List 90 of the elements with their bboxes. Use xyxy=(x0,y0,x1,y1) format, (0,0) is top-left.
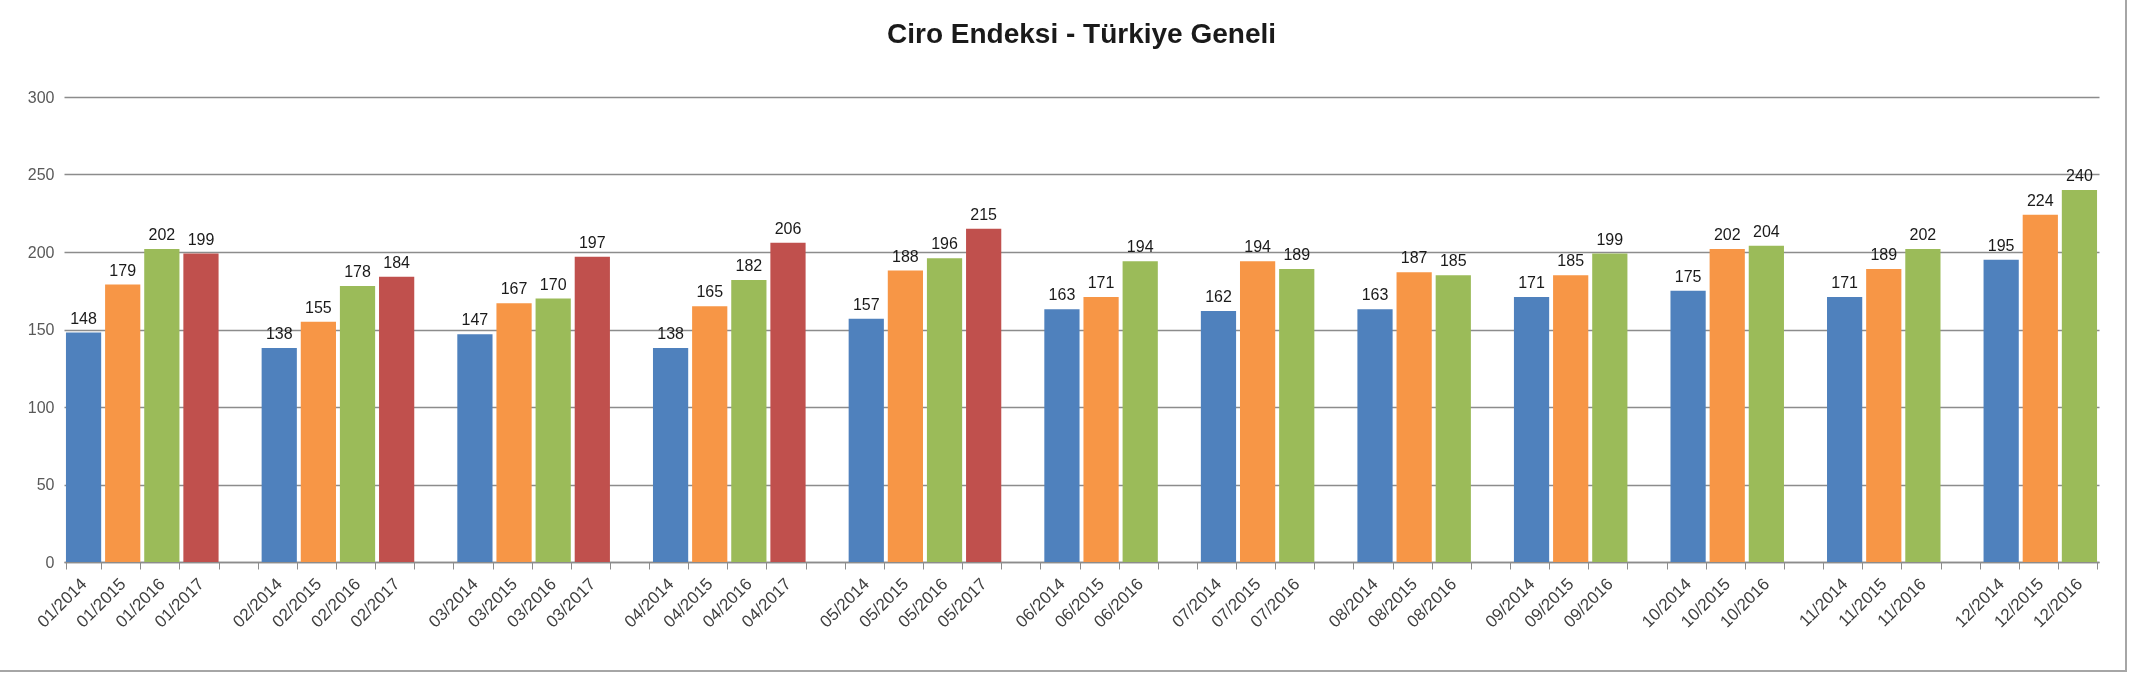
bar xyxy=(105,284,141,562)
bar xyxy=(1709,248,1745,562)
data-label: 175 xyxy=(1674,267,1702,285)
bar xyxy=(848,318,884,562)
bar xyxy=(1122,261,1158,562)
bar xyxy=(535,298,571,562)
bar xyxy=(1866,269,1902,562)
bar xyxy=(379,276,415,562)
data-label: 147 xyxy=(461,311,489,329)
data-label: 188 xyxy=(892,247,919,265)
data-label: 178 xyxy=(344,263,371,281)
data-label: 171 xyxy=(1518,273,1545,291)
bar xyxy=(339,286,376,562)
bar xyxy=(144,248,180,562)
data-label: 215 xyxy=(970,205,998,223)
data-label: 179 xyxy=(109,261,137,279)
bar xyxy=(1983,259,2019,562)
data-label: 170 xyxy=(539,275,567,293)
bar xyxy=(300,321,336,562)
data-label: 240 xyxy=(2066,167,2093,184)
data-label: 184 xyxy=(383,253,411,271)
bar xyxy=(574,256,610,562)
bar xyxy=(926,258,963,562)
bar xyxy=(1200,310,1237,562)
bar xyxy=(1044,309,1080,562)
y-tick-label: 150 xyxy=(27,321,55,338)
y-tick-label: 0 xyxy=(45,553,55,571)
bar xyxy=(731,279,767,562)
bar xyxy=(1827,296,1863,562)
bar xyxy=(496,303,532,562)
bar xyxy=(1905,248,1941,562)
bar xyxy=(1083,296,1119,562)
chart-title: Ciro Endeksi - Türkiye Geneli xyxy=(886,18,1277,49)
y-tick-label: 100 xyxy=(27,398,55,416)
bar xyxy=(1670,290,1706,562)
data-label: 138 xyxy=(265,325,293,343)
data-label: 167 xyxy=(500,280,528,298)
bar xyxy=(966,228,1002,562)
data-label: 199 xyxy=(187,230,215,248)
bar xyxy=(2061,190,2098,562)
y-tick-label: 50 xyxy=(36,476,55,493)
data-label: 185 xyxy=(1557,252,1585,270)
data-label: 163 xyxy=(1048,286,1076,304)
bar xyxy=(770,242,806,562)
data-label: 199 xyxy=(1596,230,1624,248)
data-label: 162 xyxy=(1205,287,1232,305)
bar xyxy=(1357,309,1393,562)
bar xyxy=(1553,275,1589,562)
data-label: 194 xyxy=(1244,238,1272,256)
bar xyxy=(183,253,219,562)
data-label: 189 xyxy=(1870,246,1898,264)
data-label: 202 xyxy=(148,225,176,243)
bar xyxy=(1279,269,1315,562)
data-label: 195 xyxy=(1987,236,2015,254)
data-label: 196 xyxy=(931,235,958,253)
bar xyxy=(1240,261,1276,562)
data-label: 187 xyxy=(1400,249,1428,267)
data-label: 197 xyxy=(578,233,606,251)
data-label: 189 xyxy=(1283,246,1311,264)
bar xyxy=(457,334,493,562)
y-tick-label: 200 xyxy=(27,243,55,261)
data-label: 163 xyxy=(1361,286,1389,304)
y-tick-label: 300 xyxy=(27,88,55,106)
data-label: 171 xyxy=(1831,273,1859,291)
bar xyxy=(1435,275,1471,562)
data-label: 148 xyxy=(70,309,98,327)
data-label: 157 xyxy=(852,295,880,313)
bar xyxy=(692,306,728,562)
data-label: 155 xyxy=(305,298,332,316)
bar xyxy=(65,332,102,562)
bar xyxy=(887,270,923,562)
data-label: 171 xyxy=(1087,273,1115,291)
bar xyxy=(1748,245,1784,562)
data-label: 202 xyxy=(1909,225,1937,243)
data-label: 138 xyxy=(657,325,685,343)
bar xyxy=(1592,253,1628,562)
y-tick-label: 250 xyxy=(27,166,55,183)
data-label: 165 xyxy=(696,283,724,301)
data-label: 224 xyxy=(2026,191,2054,209)
bar xyxy=(261,348,297,562)
data-label: 206 xyxy=(774,219,802,237)
bar xyxy=(1513,296,1550,562)
data-label: 182 xyxy=(735,256,763,274)
bar xyxy=(1396,272,1432,562)
data-label: 185 xyxy=(1439,252,1467,270)
data-label: 204 xyxy=(1753,222,1780,240)
bar xyxy=(2022,214,2058,562)
bar xyxy=(652,348,689,562)
data-label: 202 xyxy=(1713,225,1741,243)
data-label: 194 xyxy=(1126,238,1154,256)
